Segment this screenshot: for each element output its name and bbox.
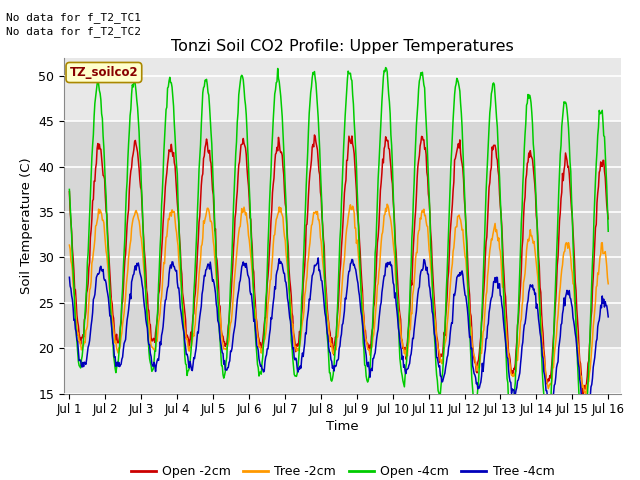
Tree -4cm: [405, 362, 413, 368]
Open -4cm: [131, 75, 138, 81]
Open -2cm: [65, 189, 73, 194]
Open -4cm: [65, 187, 73, 192]
Tree -4cm: [314, 255, 322, 261]
Title: Tonzi Soil CO2 Profile: Upper Temperatures: Tonzi Soil CO2 Profile: Upper Temperatur…: [171, 39, 514, 54]
Open -4cm: [580, 440, 588, 446]
Tree -2cm: [65, 242, 73, 248]
Open -2cm: [405, 322, 413, 328]
Open -2cm: [310, 132, 318, 138]
Y-axis label: Soil Temperature (C): Soil Temperature (C): [20, 157, 33, 294]
Tree -2cm: [76, 339, 83, 345]
Open -4cm: [382, 65, 390, 71]
Tree -2cm: [405, 339, 413, 345]
Tree -4cm: [420, 257, 428, 263]
Tree -2cm: [383, 201, 391, 207]
Tree -2cm: [582, 395, 589, 400]
Tree -2cm: [604, 281, 612, 287]
Open -4cm: [186, 365, 193, 371]
Open -4cm: [214, 294, 221, 300]
Tree -4cm: [131, 266, 138, 272]
Line: Tree -2cm: Tree -2cm: [69, 204, 608, 397]
Line: Open -2cm: Open -2cm: [69, 135, 608, 397]
Legend: Open -2cm, Tree -2cm, Open -4cm, Tree -4cm: Open -2cm, Tree -2cm, Open -4cm, Tree -4…: [125, 460, 559, 480]
Tree -2cm: [131, 212, 138, 218]
Open -4cm: [405, 316, 413, 322]
Open -2cm: [420, 146, 428, 152]
Tree -2cm: [420, 213, 428, 218]
Tree -4cm: [186, 365, 193, 371]
Tree -4cm: [582, 409, 590, 415]
Open -2cm: [214, 269, 221, 275]
Open -4cm: [604, 228, 612, 234]
Tree -2cm: [214, 290, 221, 296]
Tree -4cm: [604, 314, 612, 320]
Line: Tree -4cm: Tree -4cm: [69, 258, 608, 412]
Open -4cm: [420, 85, 428, 91]
Tree -4cm: [65, 275, 73, 280]
X-axis label: Time: Time: [326, 420, 358, 433]
Text: TZ_soilco2: TZ_soilco2: [70, 66, 138, 79]
Open -2cm: [579, 395, 587, 400]
Tree -2cm: [186, 348, 193, 354]
Open -2cm: [76, 331, 83, 337]
Bar: [64, 121, 621, 348]
Open -4cm: [76, 363, 83, 369]
Open -2cm: [186, 344, 193, 350]
Tree -4cm: [76, 358, 83, 363]
Line: Open -4cm: Open -4cm: [69, 68, 608, 443]
Text: No data for f_T2_TC1: No data for f_T2_TC1: [6, 12, 141, 23]
Tree -4cm: [214, 318, 221, 324]
Open -2cm: [131, 139, 138, 144]
Text: No data for f_T2_TC2: No data for f_T2_TC2: [6, 26, 141, 37]
Open -2cm: [604, 216, 612, 222]
